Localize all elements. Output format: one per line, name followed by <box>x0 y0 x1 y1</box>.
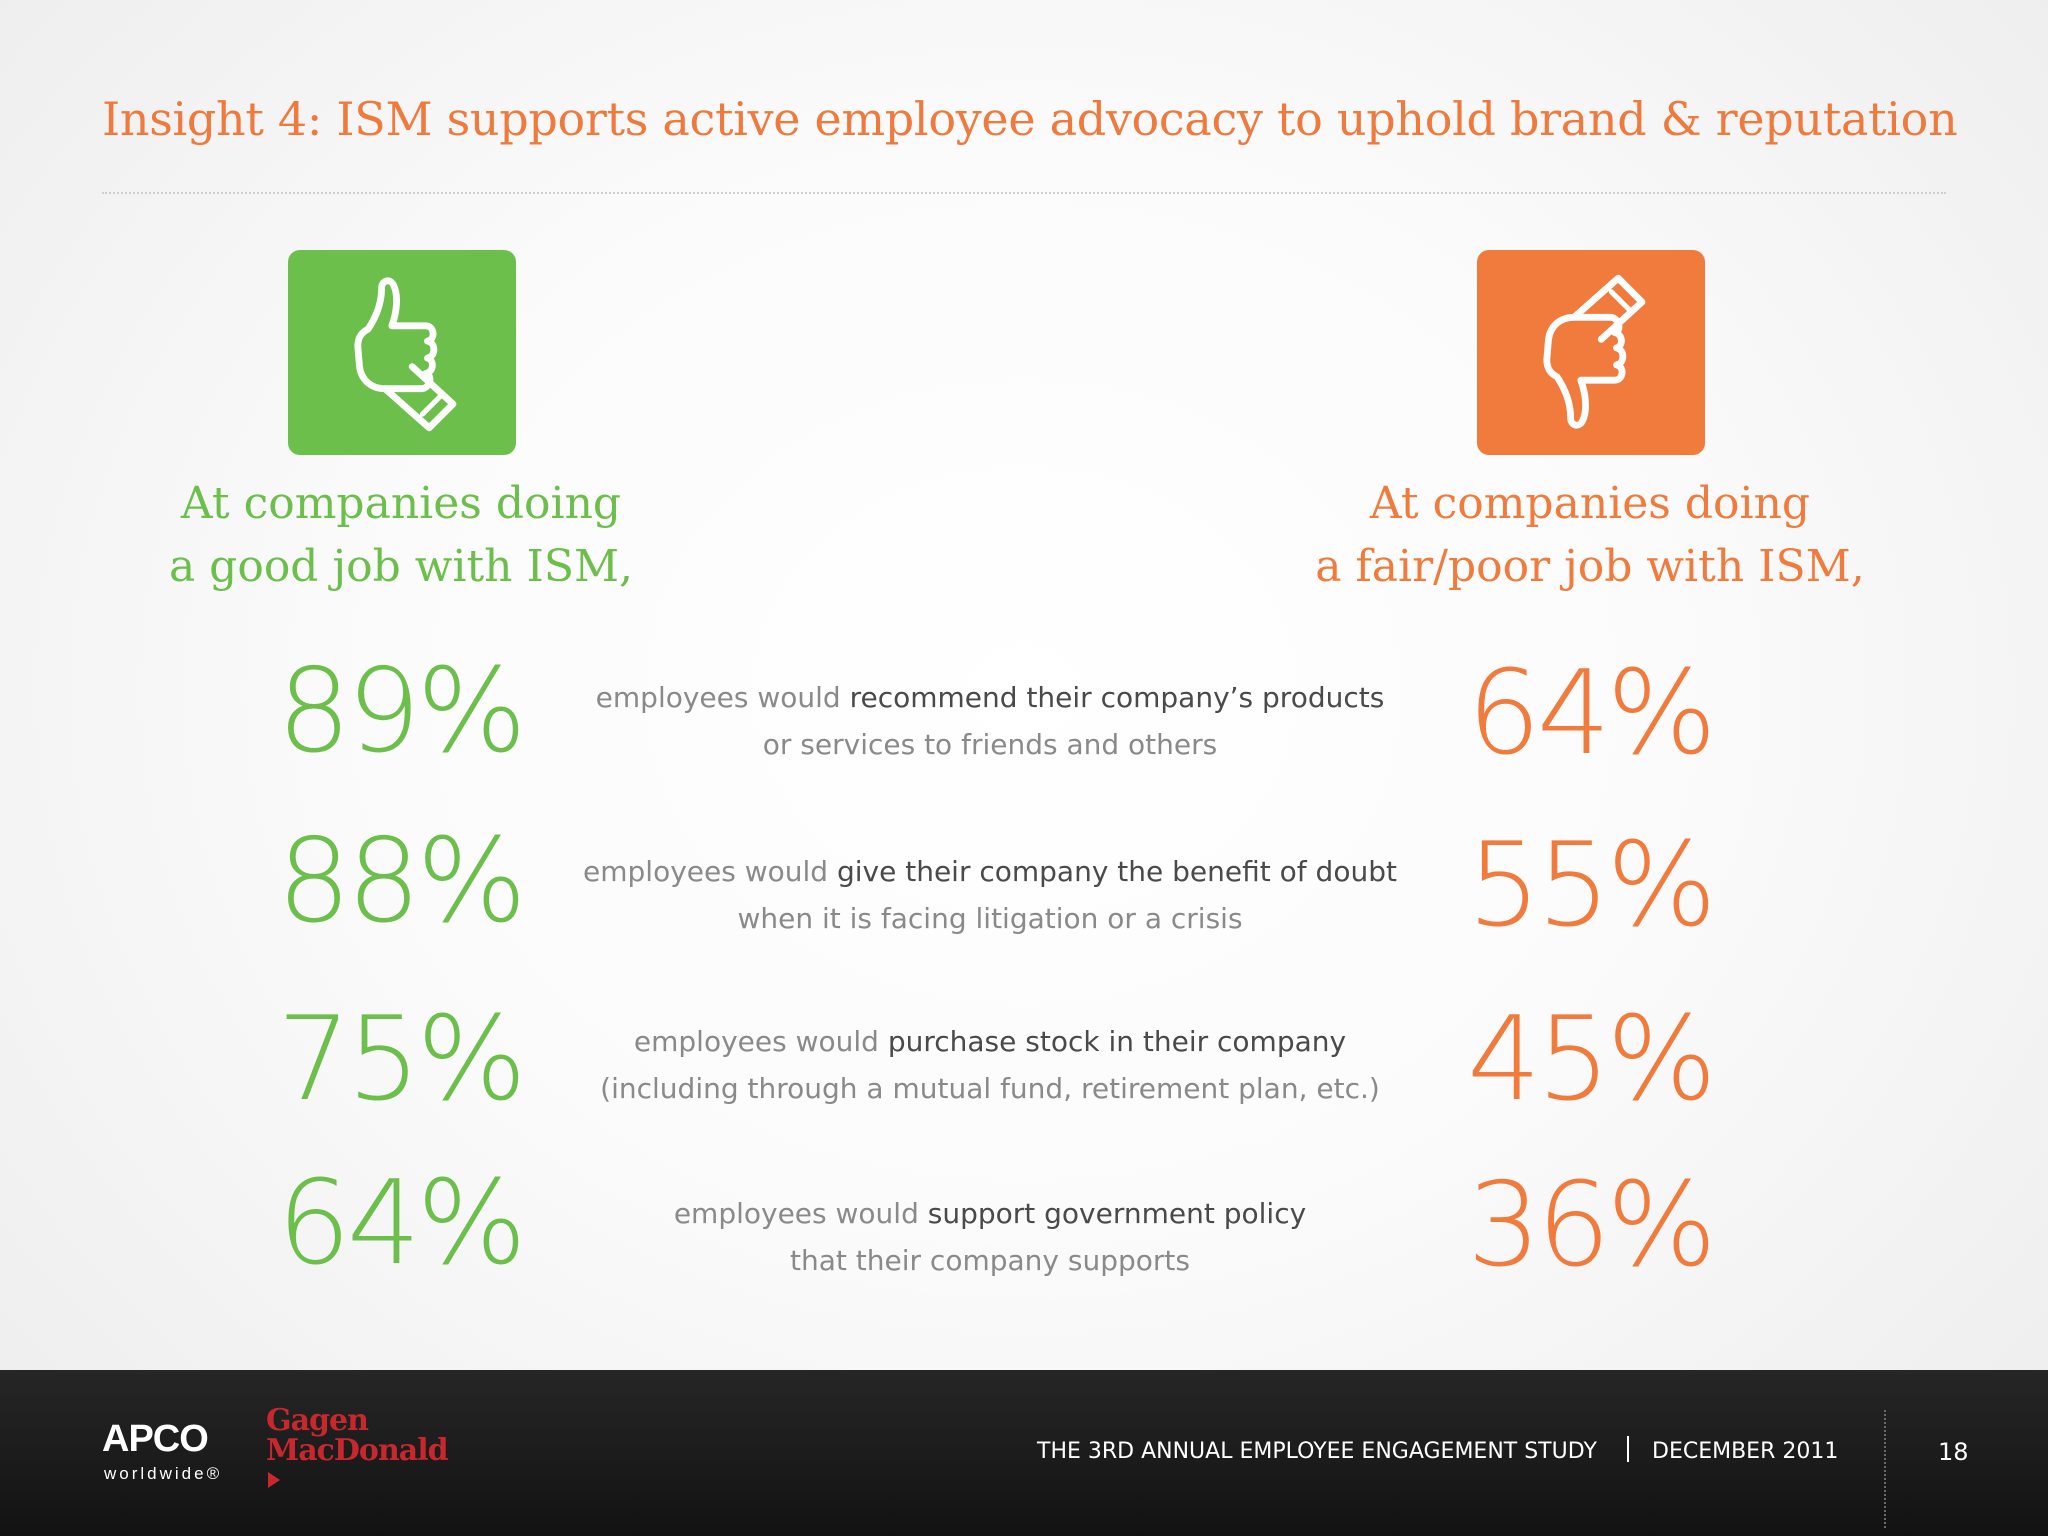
good-percent: 89% <box>277 644 527 779</box>
row-description: employees would purchase stock in their … <box>540 1018 1440 1112</box>
row-prefix: employees would <box>633 1025 888 1058</box>
row-description: employees would recommend their company’… <box>540 674 1440 768</box>
good-percent: 88% <box>277 814 527 949</box>
row-description-line2: or services to friends and others <box>762 728 1218 761</box>
bad-percent: 45% <box>1467 992 1717 1127</box>
good-icon-box <box>288 250 516 455</box>
row-emphasis: support government policy <box>927 1197 1307 1230</box>
row-description-line1: employees would support government polic… <box>540 1190 1440 1237</box>
study-date: DECEMBER 2011 <box>1652 1439 1839 1464</box>
good-heading-line1: At companies doing <box>180 478 622 529</box>
row-description-line1: employees would purchase stock in their … <box>540 1018 1440 1065</box>
gagen-macdonald-logo: Gagen MacDonald <box>266 1403 449 1468</box>
study-title: THE 3RD ANNUAL EMPLOYEE ENGAGEMENT STUDY <box>1037 1439 1597 1464</box>
row-description-line1: employees would give their company the b… <box>540 848 1440 895</box>
row-description-line2: that their company supports <box>790 1244 1190 1277</box>
row-description-line2: when it is facing litigation or a crisis <box>737 902 1243 935</box>
apco-logo-subtitle: worldwide® <box>104 1464 223 1483</box>
footer-divider <box>1884 1410 1886 1528</box>
bad-icon-box <box>1477 250 1705 455</box>
row-emphasis: purchase stock in their company <box>887 1025 1347 1058</box>
page-number: 18 <box>1938 1438 1969 1466</box>
good-heading: At companies doing a good job with ISM, <box>121 472 681 598</box>
row-prefix: employees would <box>583 855 837 888</box>
good-percent: 64% <box>277 1156 527 1291</box>
good-heading-line2: a good job with ISM, <box>168 541 634 592</box>
gagen-logo-line2: MacDonald <box>266 1433 449 1468</box>
apco-logo: APCO <box>102 1418 209 1460</box>
slide-title: Insight 4: ISM supports active employee … <box>102 92 1958 146</box>
row-emphasis: give their company the benefit of doubt <box>836 855 1397 888</box>
bad-heading: At companies doing a fair/poor job with … <box>1310 472 1870 598</box>
row-description-line2: (including through a mutual fund, retire… <box>600 1072 1380 1105</box>
good-percent: 75% <box>277 992 527 1127</box>
row-emphasis: recommend their company’s products <box>849 681 1385 714</box>
arrow-icon <box>268 1472 280 1488</box>
bad-percent: 36% <box>1467 1158 1717 1293</box>
row-description-line1: employees would recommend their company’… <box>540 674 1440 721</box>
footer-bar: APCO worldwide® Gagen MacDonald THE 3RD … <box>0 1370 2048 1536</box>
title-divider <box>102 192 1946 194</box>
thumbs-up-icon <box>354 277 457 432</box>
footer-separator <box>1627 1436 1629 1462</box>
row-prefix: employees would <box>673 1197 928 1230</box>
bad-heading-line1: At companies doing <box>1369 478 1811 529</box>
bad-percent: 55% <box>1467 818 1717 953</box>
row-prefix: employees would <box>595 681 850 714</box>
thumbs-down-icon <box>1543 274 1646 429</box>
bad-heading-line2: a fair/poor job with ISM, <box>1315 541 1865 592</box>
gagen-logo-line1: Gagen <box>266 1403 369 1438</box>
row-description: employees would give their company the b… <box>540 848 1440 942</box>
row-description: employees would support government polic… <box>540 1190 1440 1284</box>
bad-percent: 64% <box>1467 646 1717 781</box>
